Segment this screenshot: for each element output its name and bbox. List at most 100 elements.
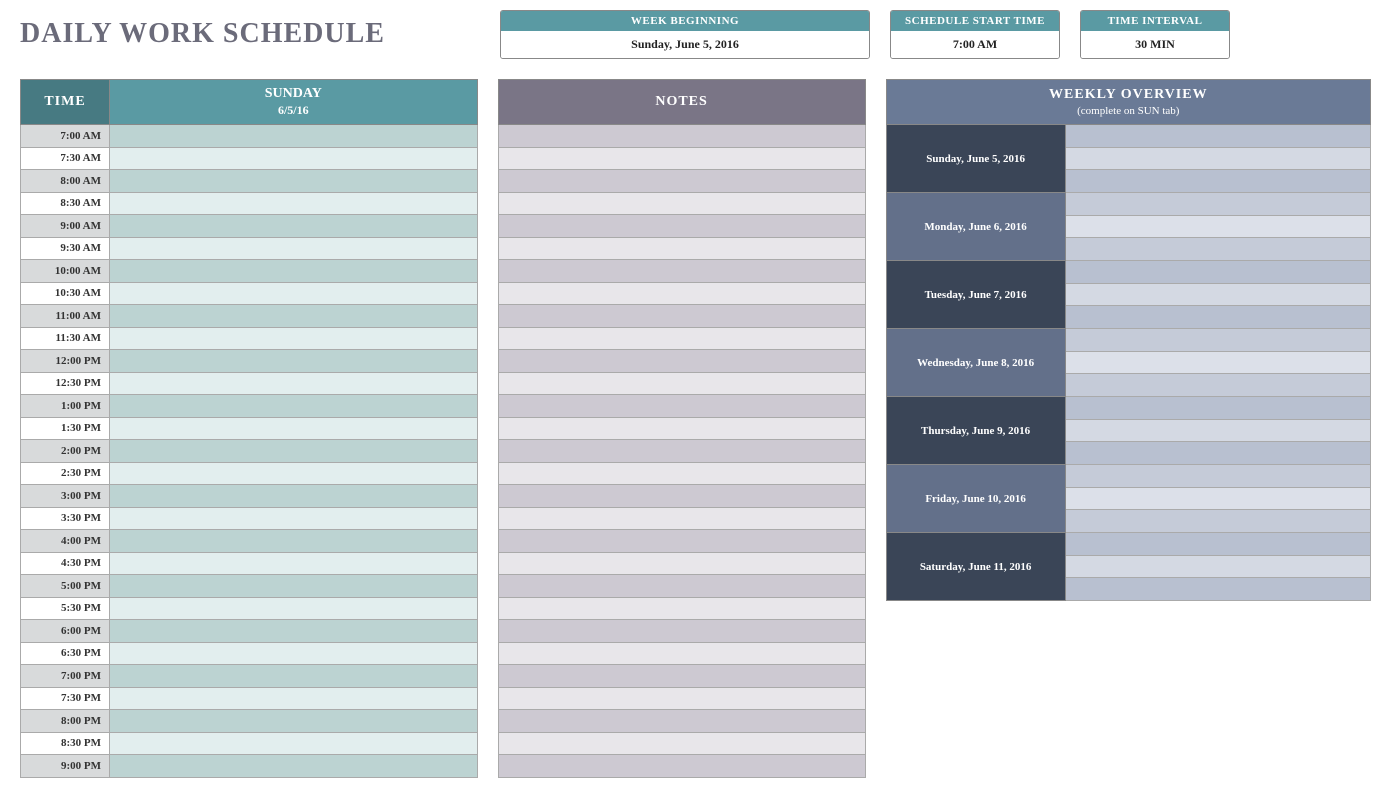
note-row[interactable] <box>498 373 866 396</box>
note-row[interactable] <box>498 643 866 666</box>
schedule-slot[interactable] <box>110 283 478 306</box>
schedule-slot[interactable] <box>110 350 478 373</box>
overview-slot[interactable] <box>1066 397 1371 420</box>
note-row[interactable] <box>498 283 866 306</box>
note-row[interactable] <box>498 148 866 171</box>
overview-day-label[interactable]: Thursday, June 9, 2016 <box>886 397 1066 465</box>
schedule-slot[interactable] <box>110 418 478 441</box>
overview-slot[interactable] <box>1066 533 1371 556</box>
schedule-slot[interactable] <box>110 148 478 171</box>
note-row[interactable] <box>498 305 866 328</box>
note-row[interactable] <box>498 665 866 688</box>
schedule-slot[interactable] <box>110 125 478 148</box>
overview-slot[interactable] <box>1066 238 1371 261</box>
schedule-slot[interactable] <box>110 598 478 621</box>
note-row[interactable] <box>498 170 866 193</box>
note-row[interactable] <box>498 350 866 373</box>
note-row[interactable] <box>498 620 866 643</box>
note-row[interactable] <box>498 598 866 621</box>
schedule-slot[interactable] <box>110 395 478 418</box>
note-row[interactable] <box>498 193 866 216</box>
overview-slot[interactable] <box>1066 329 1371 352</box>
overview-day-label[interactable]: Wednesday, June 8, 2016 <box>886 329 1066 397</box>
overview-slot[interactable] <box>1066 148 1371 171</box>
overview-slot[interactable] <box>1066 442 1371 465</box>
week-beginning-value[interactable]: Sunday, June 5, 2016 <box>501 31 869 58</box>
overview-slot[interactable] <box>1066 420 1371 443</box>
overview-day-label[interactable]: Monday, June 6, 2016 <box>886 193 1066 261</box>
note-row[interactable] <box>498 215 866 238</box>
note-row[interactable] <box>498 328 866 351</box>
overview-day-label[interactable]: Saturday, June 11, 2016 <box>886 533 1066 601</box>
time-cell: 11:00 AM <box>20 305 110 328</box>
schedule-row: 7:30 PM <box>20 688 478 711</box>
schedule-slot[interactable] <box>110 485 478 508</box>
note-row[interactable] <box>498 530 866 553</box>
schedule-slot[interactable] <box>110 665 478 688</box>
overview-slot[interactable] <box>1066 170 1371 193</box>
schedule-slot[interactable] <box>110 373 478 396</box>
overview-day-label[interactable]: Sunday, June 5, 2016 <box>886 125 1066 193</box>
overview-slot[interactable] <box>1066 284 1371 307</box>
note-row[interactable] <box>498 125 866 148</box>
schedule-slot[interactable] <box>110 260 478 283</box>
overview-slot[interactable] <box>1066 193 1371 216</box>
schedule-slot[interactable] <box>110 238 478 261</box>
note-row[interactable] <box>498 440 866 463</box>
overview-slot[interactable] <box>1066 306 1371 329</box>
schedule-slot[interactable] <box>110 688 478 711</box>
overview-day-label[interactable]: Friday, June 10, 2016 <box>886 465 1066 533</box>
schedule-slot[interactable] <box>110 755 478 778</box>
overview-day-label[interactable]: Tuesday, June 7, 2016 <box>886 261 1066 329</box>
overview-slot[interactable] <box>1066 374 1371 397</box>
schedule-slot[interactable] <box>110 305 478 328</box>
overview-slot[interactable] <box>1066 578 1371 601</box>
overview-slot[interactable] <box>1066 216 1371 239</box>
overview-day: Thursday, June 9, 2016 <box>886 397 1371 465</box>
schedule-slot[interactable] <box>110 553 478 576</box>
schedule-slot[interactable] <box>110 440 478 463</box>
note-row[interactable] <box>498 575 866 598</box>
note-row[interactable] <box>498 418 866 441</box>
schedule-row: 8:30 AM <box>20 193 478 216</box>
time-cell: 2:30 PM <box>20 463 110 486</box>
schedule-slot[interactable] <box>110 193 478 216</box>
schedule-row: 9:30 AM <box>20 238 478 261</box>
overview-slot[interactable] <box>1066 125 1371 148</box>
overview-slot[interactable] <box>1066 465 1371 488</box>
note-row[interactable] <box>498 395 866 418</box>
schedule-row: 1:00 PM <box>20 395 478 418</box>
overview-slot[interactable] <box>1066 556 1371 579</box>
schedule-slot[interactable] <box>110 463 478 486</box>
schedule-slot[interactable] <box>110 643 478 666</box>
schedule-header: TIME SUNDAY 6/5/16 <box>20 79 478 125</box>
note-row[interactable] <box>498 755 866 778</box>
note-row[interactable] <box>498 238 866 261</box>
note-row[interactable] <box>498 463 866 486</box>
overview-slot[interactable] <box>1066 488 1371 511</box>
start-time-value[interactable]: 7:00 AM <box>891 31 1059 58</box>
schedule-slot[interactable] <box>110 575 478 598</box>
interval-value[interactable]: 30 MIN <box>1081 31 1229 58</box>
schedule-slot[interactable] <box>110 710 478 733</box>
schedule-slot[interactable] <box>110 733 478 756</box>
schedule-slot[interactable] <box>110 620 478 643</box>
note-row[interactable] <box>498 553 866 576</box>
schedule-row: 1:30 PM <box>20 418 478 441</box>
schedule-slot[interactable] <box>110 170 478 193</box>
note-row[interactable] <box>498 710 866 733</box>
overview-slot[interactable] <box>1066 510 1371 533</box>
schedule-slot[interactable] <box>110 328 478 351</box>
overview-slot[interactable] <box>1066 261 1371 284</box>
overview-day: Tuesday, June 7, 2016 <box>886 261 1371 329</box>
note-row[interactable] <box>498 688 866 711</box>
note-row[interactable] <box>498 260 866 283</box>
schedule-slot[interactable] <box>110 530 478 553</box>
note-row[interactable] <box>498 508 866 531</box>
schedule-slot[interactable] <box>110 215 478 238</box>
note-row[interactable] <box>498 485 866 508</box>
overview-slot[interactable] <box>1066 352 1371 375</box>
schedule-slot[interactable] <box>110 508 478 531</box>
note-row[interactable] <box>498 733 866 756</box>
info-box-week: WEEK BEGINNING Sunday, June 5, 2016 <box>500 10 870 59</box>
